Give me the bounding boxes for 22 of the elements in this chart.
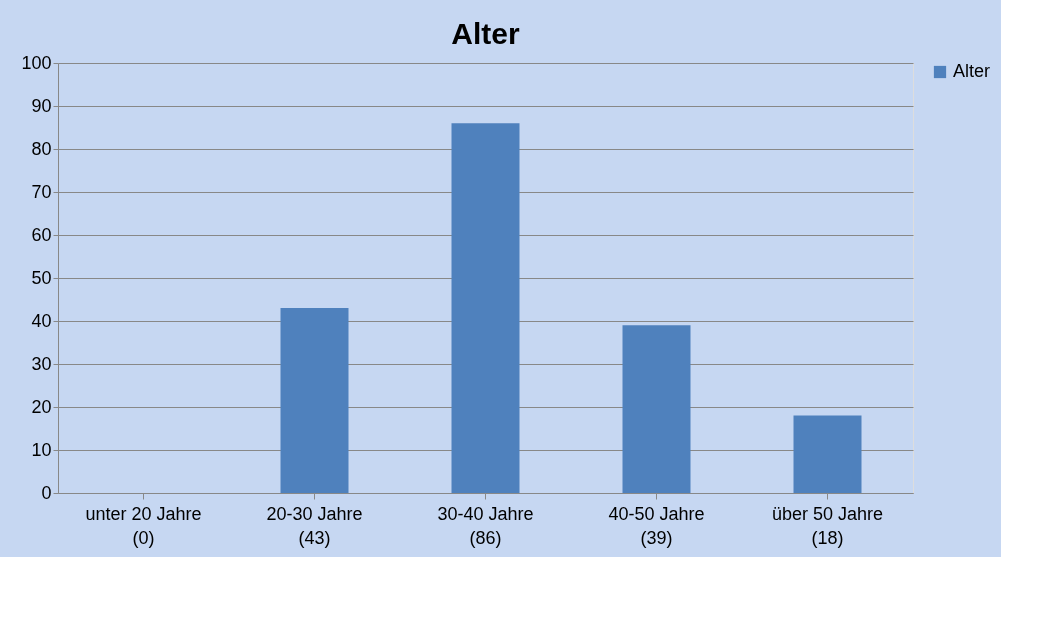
y-tick-label: 0 (41, 482, 52, 503)
y-tick-label: 80 (31, 138, 52, 159)
bar (451, 123, 520, 493)
bar (793, 415, 862, 493)
y-tick-label: 70 (31, 181, 52, 202)
y-tick-label: 100 (21, 52, 52, 73)
y-tick-label: 20 (31, 396, 52, 417)
y-tick-label: 90 (31, 95, 52, 116)
chart-title: Alter (451, 17, 520, 50)
x-tick-label: unter 20 Jahre (0) (85, 503, 202, 548)
y-tick-label: 60 (31, 224, 52, 245)
bar (622, 325, 691, 493)
legend-label: Alter (953, 61, 991, 81)
x-tick-label: 30-40 Jahre (86) (437, 503, 534, 548)
y-tick-label: 10 (31, 439, 52, 460)
bar (280, 308, 349, 493)
y-tick-label: 40 (31, 310, 52, 331)
x-tick-label: 40-50 Jahre (39) (608, 503, 705, 548)
y-tick-label: 30 (31, 353, 52, 374)
x-tick-label: 20-30 Jahre (43) (266, 503, 363, 548)
y-tick-label: 50 (31, 267, 52, 288)
x-tick-label: über 50 Jahre (18) (771, 503, 884, 548)
